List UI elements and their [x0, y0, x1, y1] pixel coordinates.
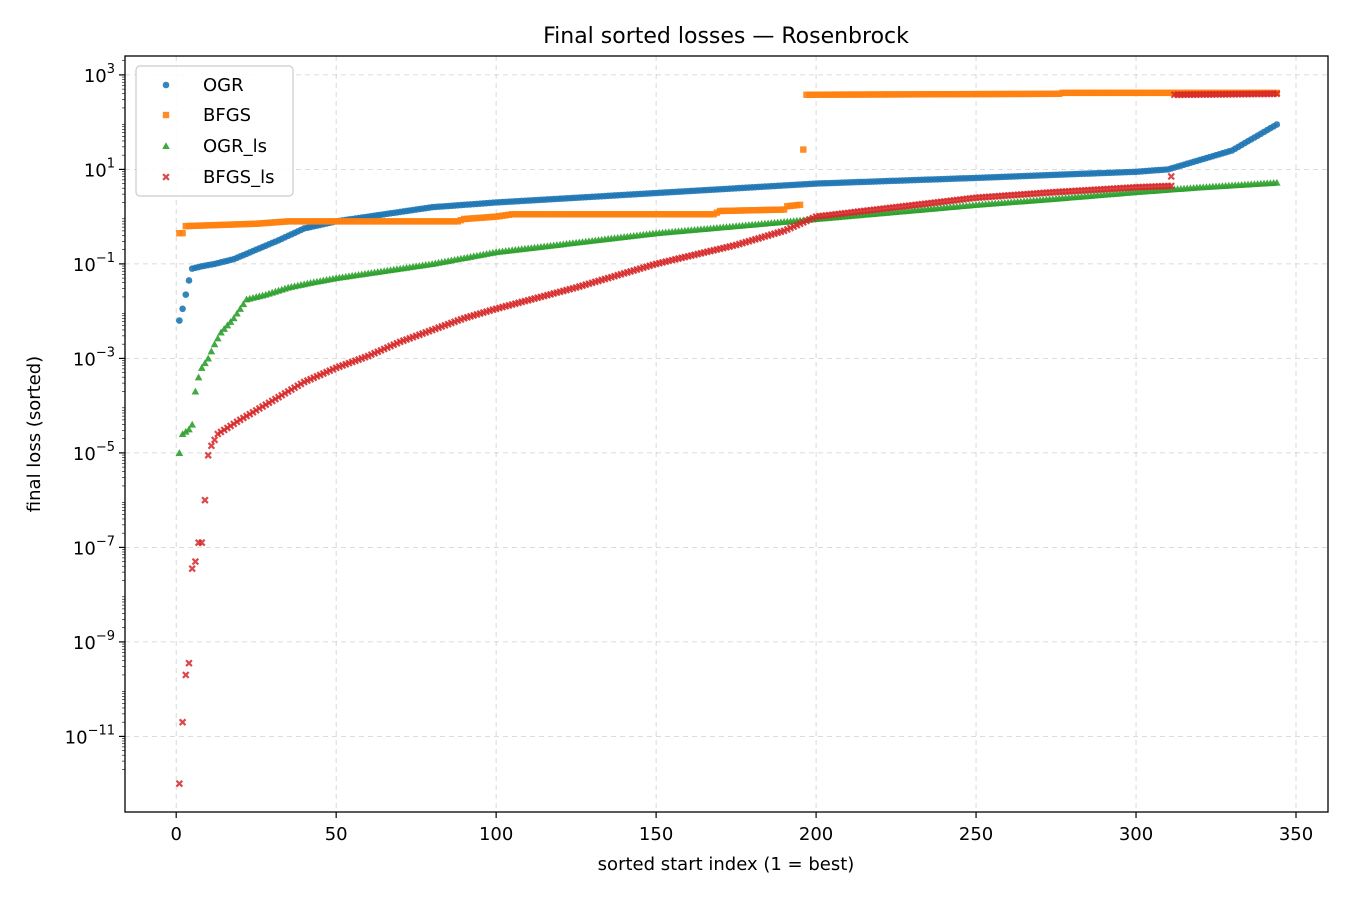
legend-marker-ogr-ls — [162, 142, 170, 150]
data-point-ogr — [176, 317, 183, 324]
data-point-bfgs-ls — [204, 451, 212, 459]
data-point-ogr-ls — [197, 364, 206, 371]
data-point-bfgs-ls — [175, 779, 184, 788]
data-point-ogr-ls — [217, 328, 225, 336]
data-point-ogr-ls — [223, 321, 232, 329]
y-tick-label: 10−9 — [73, 629, 115, 654]
data-point-bfgs-ls — [1167, 182, 1175, 190]
x-tick-label: 200 — [799, 824, 833, 845]
data-point-ogr-ls — [220, 325, 228, 332]
x-tick-label: 250 — [959, 824, 993, 845]
legend-label-ogr: OGR — [203, 75, 244, 96]
data-point-bfgs-ls — [1273, 90, 1281, 98]
legend: OGR BFGS OGR_ls BFGS_ls — [135, 65, 294, 197]
x-tick-label: 350 — [1279, 824, 1313, 845]
y-tick-label: 10−7 — [73, 534, 115, 559]
data-point-bfgs-ls — [201, 496, 209, 504]
data-point-bfgs-ls — [210, 436, 219, 444]
data-point-bfgs-ls — [185, 659, 193, 667]
data-point-ogr-ls — [239, 300, 248, 308]
data-point-ogr-ls — [191, 387, 200, 395]
data-point-ogr — [182, 291, 190, 298]
data-point-ogr-ls — [233, 309, 241, 317]
data-point-ogr-ls — [210, 340, 219, 348]
y-tick-label: 10−11 — [65, 723, 115, 748]
y-tick-label: 101 — [84, 156, 115, 181]
data-point-ogr-ls — [201, 359, 209, 367]
series-bfgs-ls — [175, 90, 1281, 788]
data-point-bfgs-ls — [191, 557, 200, 566]
data-point-bfgs-ls — [207, 442, 216, 450]
y-axis-label: final loss (sorted) — [24, 356, 45, 512]
data-point-bfgs — [796, 201, 804, 209]
plot-area-data — [175, 89, 1281, 788]
data-point-ogr — [179, 305, 186, 313]
legend-marker-bfgs — [162, 111, 170, 119]
plot-frame — [124, 55, 1329, 813]
axis-ticks: 0 50 100 150 200 250 300 350 103 101 10−1 10−3 10−5 1… — [65, 60, 1313, 845]
data-point-ogr-ls — [175, 449, 184, 456]
grid-lines — [125, 56, 1328, 812]
series-ogr — [176, 121, 1281, 324]
data-point-ogr-ls — [185, 425, 193, 433]
data-point-bfgs-ls — [188, 564, 196, 573]
y-tick-label: 10−3 — [73, 345, 115, 370]
data-point-ogr-ls — [204, 354, 212, 362]
chart-title: Final sorted losses — Rosenbrock — [543, 24, 909, 49]
data-point-ogr-ls — [1273, 178, 1281, 186]
data-point-ogr-ls — [236, 304, 244, 312]
y-tick-label: 10−1 — [73, 251, 115, 276]
data-point-bfgs-ls — [182, 671, 190, 679]
legend-label-bfgs: BFGS — [203, 105, 251, 126]
data-point-bfgs-ls — [1167, 172, 1175, 181]
data-point-bfgs-ls — [198, 538, 206, 547]
data-point-ogr — [185, 277, 193, 284]
data-point-ogr-ls — [226, 317, 235, 325]
legend-marker-bfgs-ls — [162, 173, 170, 181]
legend-markers — [162, 81, 170, 181]
data-point-bfgs — [800, 146, 807, 153]
data-point-ogr-ls — [188, 420, 196, 428]
legend-label-ogr-ls: OGR_ls — [203, 136, 267, 157]
data-point-bfgs-ls — [178, 718, 187, 726]
x-tick-label: 150 — [639, 824, 673, 845]
legend-label-bfgs-ls: BFGS_ls — [203, 167, 274, 188]
data-point-ogr — [1273, 121, 1281, 128]
data-point-ogr-ls — [207, 347, 216, 355]
legend-marker-ogr — [162, 81, 170, 89]
x-tick-label: 0 — [170, 824, 181, 845]
data-point-bfgs — [179, 229, 186, 237]
legend-frame — [135, 65, 294, 197]
data-point-ogr-ls — [213, 334, 222, 342]
data-point-ogr-ls — [194, 373, 203, 381]
x-axis-label: sorted start index (1 = best) — [598, 854, 855, 875]
x-tick-label: 300 — [1119, 824, 1153, 845]
y-tick-label: 10−5 — [73, 440, 115, 465]
series-ogr-ls — [175, 178, 1281, 456]
x-tick-label: 100 — [479, 824, 513, 845]
y-tick-label: 103 — [84, 62, 115, 87]
x-tick-label: 50 — [325, 824, 348, 845]
data-point-ogr-ls — [229, 314, 238, 322]
data-point-bfgs — [780, 206, 788, 213]
